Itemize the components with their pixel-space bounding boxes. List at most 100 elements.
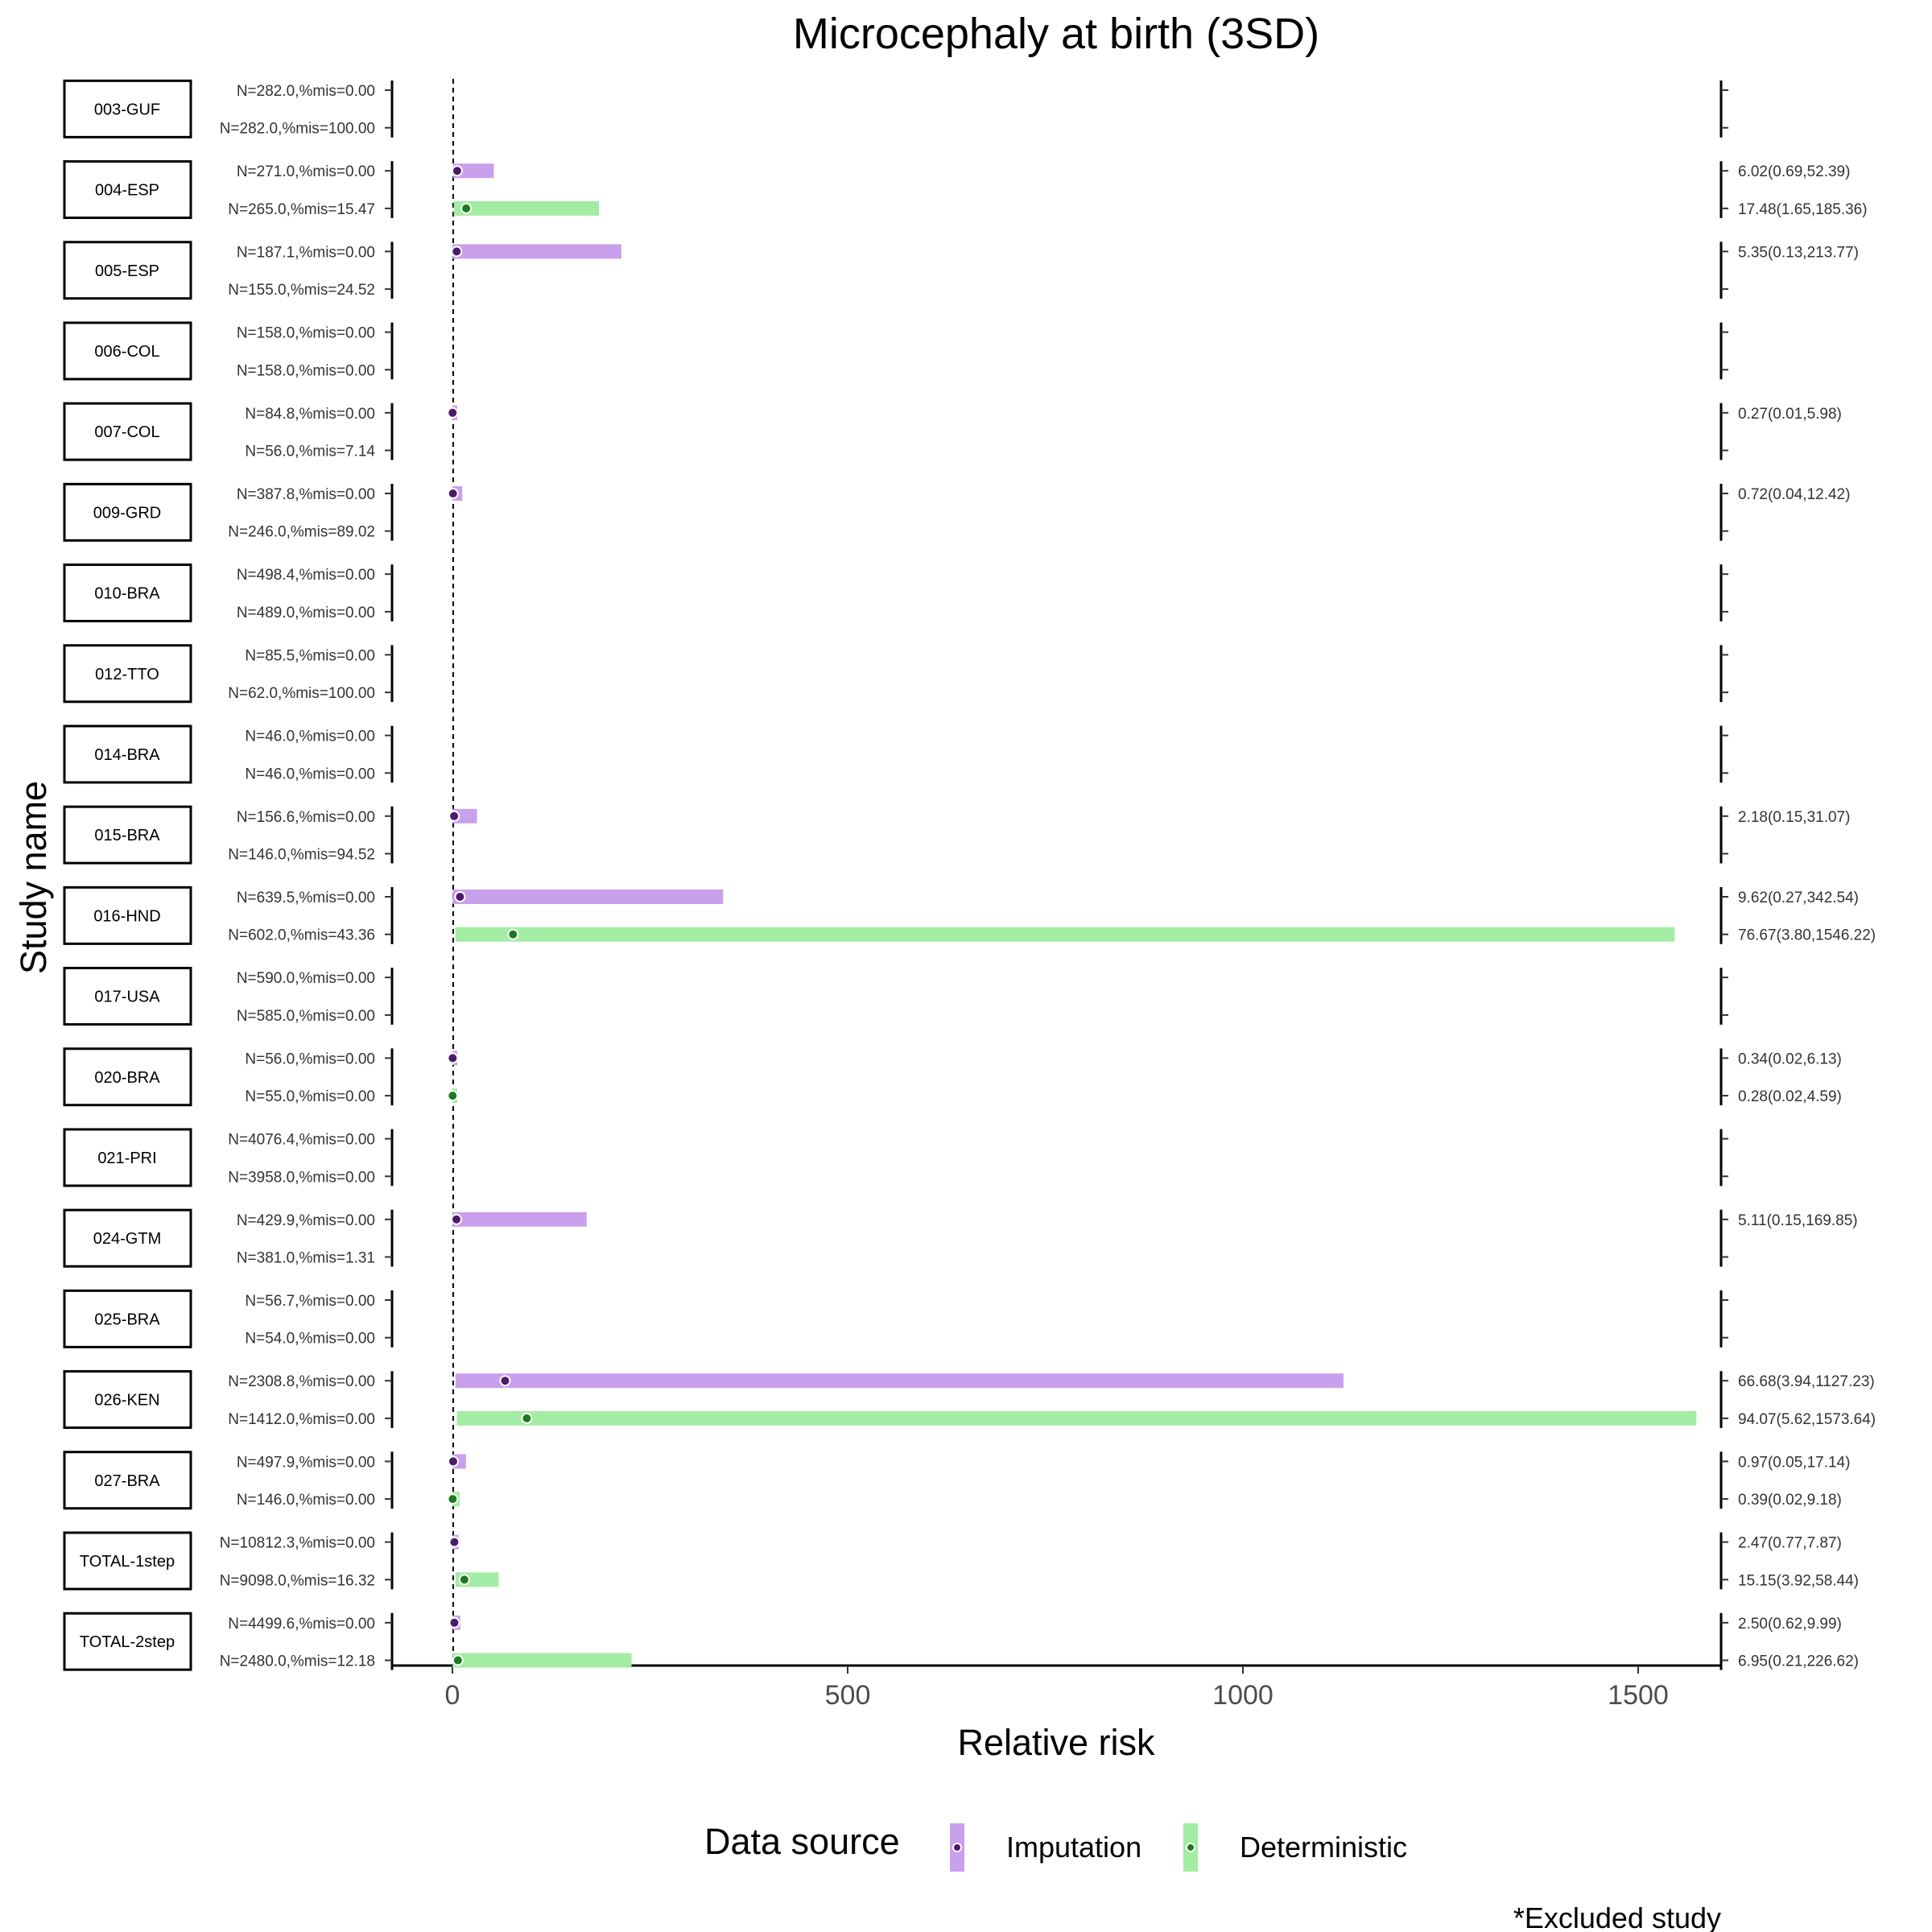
- ci-bar: [455, 1373, 1344, 1389]
- row-label: N=84.8,%mis=0.00: [245, 406, 375, 423]
- study-name: 020-BRA: [94, 1069, 160, 1087]
- study-box: [63, 482, 192, 542]
- study-name: 025-BRA: [94, 1311, 160, 1328]
- plot-layer: 0 500 1000 1500 003-GUF N=282.0,%mis=0.00 N=28…: [63, 79, 1876, 1711]
- x-tick-label: 1500: [1608, 1680, 1669, 1711]
- ci-bar: [456, 1410, 1697, 1426]
- row-label: N=3958.0,%mis=0.00: [228, 1169, 375, 1186]
- row-label: N=9098.0,%mis=16.32: [220, 1572, 375, 1589]
- estimate-label: 5.11(0.15,169.85): [1738, 1212, 1858, 1229]
- legend: Imputation Deterministic: [950, 1823, 1407, 1872]
- estimate-label: 17.48(1.65,185.36): [1738, 201, 1868, 218]
- chart-title: Microcephaly at birth (3SD): [793, 10, 1319, 58]
- study-name: 016-HND: [93, 907, 160, 925]
- study-name: 006-COL: [94, 343, 159, 361]
- row-label: N=56.0,%mis=7.14: [245, 444, 375, 460]
- row-label: N=4499.6,%mis=0.00: [228, 1616, 375, 1633]
- row-label: N=146.0,%mis=0.00: [237, 1492, 375, 1509]
- study-box: [63, 160, 192, 220]
- study-box: [63, 644, 192, 704]
- row-label: N=155.0,%mis=24.52: [228, 282, 375, 299]
- ci-bar: [452, 163, 494, 179]
- study-box: [63, 1370, 192, 1430]
- study-box: [63, 1208, 192, 1268]
- estimate-label: 6.02(0.69,52.39): [1738, 163, 1850, 180]
- row-label: N=187.1,%mis=0.00: [237, 244, 375, 261]
- study-name: TOTAL-1step: [80, 1553, 175, 1571]
- study-box: [63, 564, 192, 623]
- study-name: 004-ESP: [95, 182, 159, 200]
- ci-bar: [453, 200, 600, 216]
- study-name: 010-BRA: [94, 585, 160, 603]
- row-label: N=46.0,%mis=0.00: [245, 766, 375, 782]
- study-box: [63, 724, 192, 784]
- estimate-label: 76.67(3.80,1546.22): [1738, 927, 1876, 944]
- point-estimate: [454, 891, 466, 902]
- ci-bar: [452, 890, 724, 904]
- point-estimate: [452, 1654, 464, 1666]
- study-box: [63, 1612, 192, 1671]
- legend-label: Imputation: [1006, 1831, 1141, 1864]
- study-name: 026-KEN: [94, 1392, 159, 1410]
- row-label: N=156.6,%mis=0.00: [237, 809, 375, 826]
- study-box: [63, 1531, 192, 1591]
- row-label: N=271.0,%mis=0.00: [237, 163, 375, 180]
- study-box: [63, 805, 192, 865]
- study-name: 014-BRA: [94, 746, 160, 764]
- estimate-label: 15.15(3.92,58.44): [1738, 1572, 1859, 1589]
- study-box: [63, 321, 192, 381]
- point-estimate: [447, 407, 459, 419]
- row-label: N=54.0,%mis=0.00: [245, 1331, 375, 1348]
- point-estimate: [521, 1412, 533, 1424]
- legend-dot: [1186, 1843, 1195, 1852]
- estimate-label: 0.97(0.05,17.14): [1738, 1454, 1850, 1471]
- study-name: 009-GRD: [93, 504, 161, 522]
- x-axis-title: Relative risk: [957, 1722, 1155, 1763]
- point-estimate: [447, 488, 459, 499]
- point-estimate: [448, 1616, 460, 1629]
- point-estimate: [448, 810, 460, 822]
- study-name: 027-BRA: [94, 1472, 160, 1490]
- y-axis-title: Study name: [13, 781, 54, 974]
- row-label: N=1412.0,%mis=0.00: [228, 1411, 375, 1428]
- row-label: N=602.0,%mis=43.36: [228, 927, 375, 944]
- study-box: [63, 1289, 192, 1348]
- point-estimate: [447, 1455, 459, 1468]
- study-name: 012-TTO: [95, 666, 159, 683]
- study-box: [63, 402, 192, 461]
- point-estimate: [458, 1574, 470, 1586]
- row-label: N=55.0,%mis=0.00: [245, 1088, 375, 1105]
- row-label: N=2480.0,%mis=12.18: [220, 1653, 375, 1670]
- legend-label: Deterministic: [1240, 1831, 1407, 1864]
- estimate-label: 2.50(0.62,9.99): [1738, 1616, 1842, 1633]
- point-estimate: [447, 1493, 459, 1505]
- row-label: N=282.0,%mis=100.00: [220, 121, 375, 138]
- row-label: N=265.0,%mis=15.47: [228, 201, 375, 218]
- row-label: N=282.0,%mis=0.00: [237, 83, 375, 100]
- row-label: N=489.0,%mis=0.00: [237, 605, 375, 621]
- row-label: N=429.9,%mis=0.00: [237, 1212, 375, 1229]
- estimate-label: 0.34(0.02,6.13): [1738, 1051, 1842, 1067]
- ci-bar: [455, 927, 1675, 942]
- study-box: [63, 967, 192, 1026]
- row-label: N=85.5,%mis=0.00: [245, 647, 375, 664]
- row-label: N=585.0,%mis=0.00: [237, 1008, 375, 1025]
- study-name: 007-COL: [94, 423, 159, 441]
- row-label: N=56.7,%mis=0.00: [245, 1293, 375, 1310]
- estimate-label: 2.47(0.77,7.87): [1738, 1535, 1842, 1552]
- point-estimate: [507, 928, 519, 940]
- point-estimate: [451, 246, 463, 258]
- study-box: [63, 79, 192, 138]
- estimate-label: 6.95(0.21,226.62): [1738, 1653, 1859, 1670]
- row-label: N=46.0,%mis=0.00: [245, 729, 375, 745]
- row-label: N=158.0,%mis=0.00: [237, 362, 375, 379]
- row-label: N=158.0,%mis=0.00: [237, 325, 375, 342]
- study-box: [63, 1451, 192, 1510]
- point-estimate: [460, 202, 473, 214]
- study-name: 017-USA: [94, 989, 160, 1006]
- ci-bar: [452, 244, 621, 259]
- row-label: N=497.9,%mis=0.00: [237, 1454, 375, 1471]
- row-label: N=62.0,%mis=100.00: [228, 685, 375, 702]
- study-name: 024-GTM: [93, 1230, 161, 1248]
- estimate-label: 2.18(0.15,31.07): [1738, 809, 1850, 826]
